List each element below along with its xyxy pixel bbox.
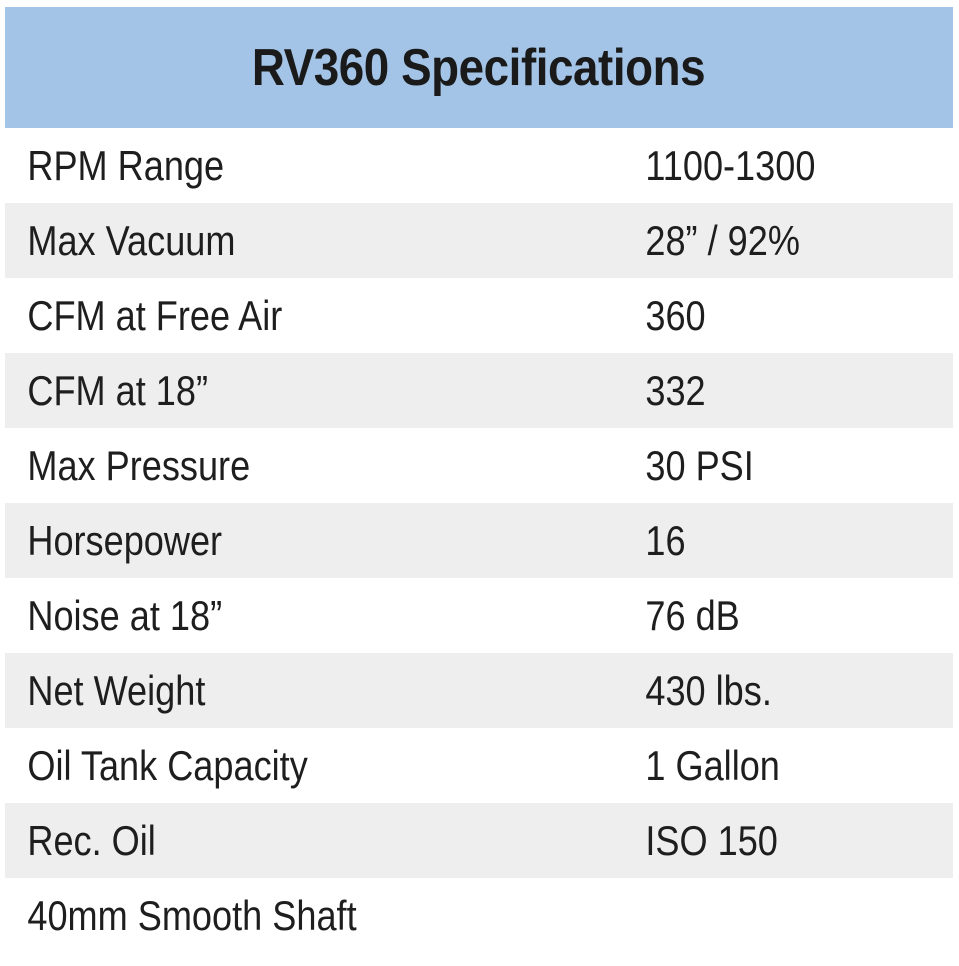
spec-value: 360 bbox=[645, 291, 706, 339]
table-title: RV360 Specifications bbox=[252, 38, 706, 97]
spec-value: 1 Gallon bbox=[645, 741, 780, 789]
spec-label: Net Weight bbox=[27, 666, 206, 714]
spec-label: Horsepower bbox=[27, 516, 223, 564]
spec-row-max-vacuum: Max Vacuum 28” / 92% bbox=[5, 203, 953, 278]
spec-label: Max Pressure bbox=[27, 441, 251, 489]
spec-row-net-weight: Net Weight 430 lbs. bbox=[5, 653, 953, 728]
spec-row-shaft: 40mm Smooth Shaft bbox=[5, 878, 953, 953]
spec-value: 332 bbox=[645, 366, 706, 414]
table-header: RV360 Specifications bbox=[5, 7, 953, 128]
spec-value: 16 bbox=[645, 516, 686, 564]
spec-row-cfm-free-air: CFM at Free Air 360 bbox=[5, 278, 953, 353]
spec-row-max-pressure: Max Pressure 30 PSI bbox=[5, 428, 953, 503]
spec-row-horsepower: Horsepower 16 bbox=[5, 503, 953, 578]
spec-value: 28” / 92% bbox=[645, 216, 800, 264]
spec-value: ISO 150 bbox=[645, 816, 778, 864]
spec-label: Max Vacuum bbox=[27, 216, 236, 264]
spec-table: RV360 Specifications RPM Range 1100-1300… bbox=[5, 7, 953, 953]
spec-row-rpm-range: RPM Range 1100-1300 bbox=[5, 128, 953, 203]
spec-label: Oil Tank Capacity bbox=[27, 741, 308, 789]
spec-label: RPM Range bbox=[27, 141, 225, 189]
spec-value: 76 dB bbox=[645, 591, 740, 639]
spec-value: 430 lbs. bbox=[645, 666, 772, 714]
spec-row-cfm-18: CFM at 18” 332 bbox=[5, 353, 953, 428]
spec-rows: RPM Range 1100-1300 Max Vacuum 28” / 92%… bbox=[5, 128, 953, 953]
spec-row-oil-tank: Oil Tank Capacity 1 Gallon bbox=[5, 728, 953, 803]
spec-row-noise: Noise at 18” 76 dB bbox=[5, 578, 953, 653]
spec-value: 1100-1300 bbox=[645, 141, 816, 189]
spec-label: Rec. Oil bbox=[27, 816, 156, 864]
spec-label: 40mm Smooth Shaft bbox=[27, 891, 357, 939]
spec-label: Noise at 18” bbox=[27, 591, 223, 639]
spec-label: CFM at 18” bbox=[27, 366, 209, 414]
spec-row-rec-oil: Rec. Oil ISO 150 bbox=[5, 803, 953, 878]
spec-value: 30 PSI bbox=[645, 441, 754, 489]
spec-label: CFM at Free Air bbox=[27, 291, 283, 339]
